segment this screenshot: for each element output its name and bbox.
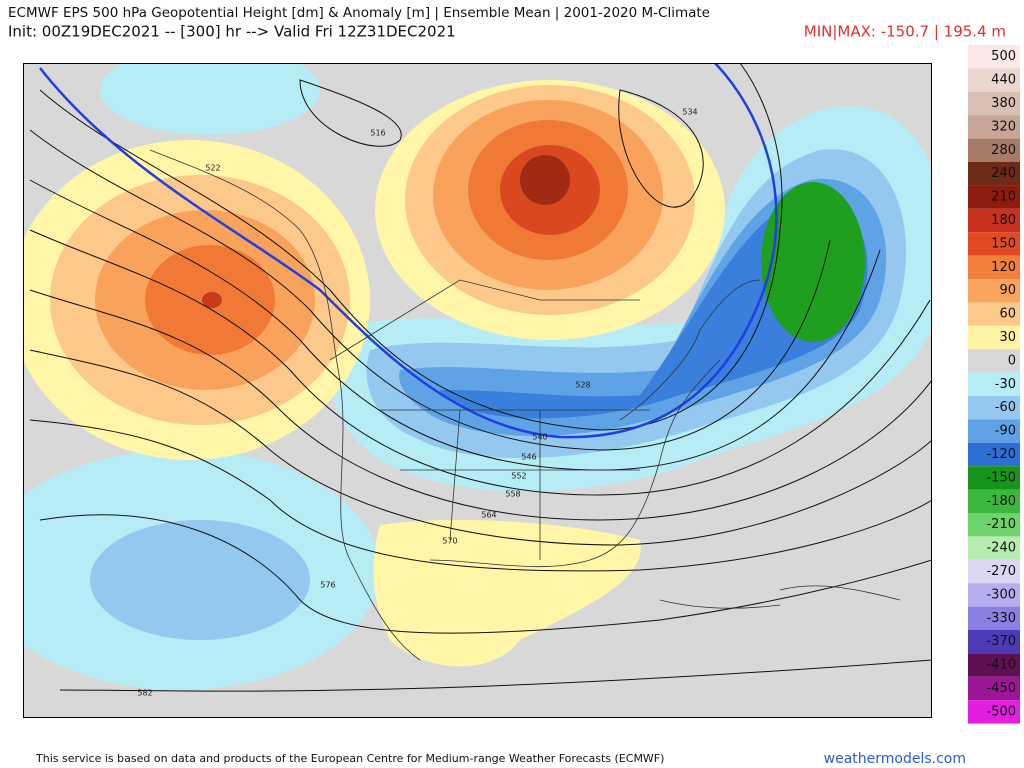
colorbar-swatch xyxy=(968,279,1020,303)
colorbar-label: 30 xyxy=(999,330,1016,345)
colorbar-swatch xyxy=(968,45,1020,69)
colorbar: 500 440 380 320 280 240 210 180 150 120 90 60 30 0 -30… xyxy=(968,45,1020,724)
colorbar-label: 60 xyxy=(999,307,1016,322)
colorbar-label: 210 xyxy=(991,190,1016,205)
contour-label: 534 xyxy=(682,108,697,117)
colorbar-label: -270 xyxy=(986,564,1016,579)
colorbar-swatch xyxy=(968,489,1020,513)
colorbar-label: 0 xyxy=(1008,353,1016,368)
colorbar-label: 440 xyxy=(991,73,1016,88)
contour-label: 552 xyxy=(511,472,526,481)
colorbar-label: -60 xyxy=(995,400,1016,415)
colorbar-swatch xyxy=(968,185,1020,209)
init-line: Init: 00Z19DEC2021 -- [300] hr --> Valid… xyxy=(8,23,456,41)
colorbar-swatch xyxy=(968,302,1020,326)
colorbar-swatch xyxy=(968,208,1020,233)
colorbar-swatch xyxy=(968,513,1020,537)
colorbar-label: -410 xyxy=(986,658,1016,673)
min-max: MIN|MAX: -150.7 | 195.4 m xyxy=(804,23,1006,41)
colorbar-swatch xyxy=(968,583,1020,607)
colorbar-label: 500 xyxy=(991,49,1016,64)
contour-label: 546 xyxy=(521,453,536,462)
colorbar-label: 180 xyxy=(991,213,1016,228)
contour-label: 528 xyxy=(575,381,590,390)
colorbar-label: -30 xyxy=(995,377,1016,392)
colorbar-label: -180 xyxy=(986,494,1016,509)
colorbar-swatch xyxy=(968,325,1020,350)
colorbar-swatch xyxy=(968,442,1020,467)
colorbar-label: 380 xyxy=(991,96,1016,111)
colorbar-label: -370 xyxy=(986,634,1016,649)
contour-label: 570 xyxy=(442,537,457,546)
colorbar-label: 150 xyxy=(991,236,1016,251)
colorbar-label: -450 xyxy=(986,681,1016,696)
colorbar-label: -120 xyxy=(986,447,1016,462)
colorbar-label: -240 xyxy=(986,541,1016,556)
colorbar-label: -300 xyxy=(986,587,1016,602)
contour-label: 540 xyxy=(532,433,547,442)
colorbar-swatch xyxy=(968,630,1020,654)
colorbar-swatch xyxy=(968,255,1020,279)
contour-label: 516 xyxy=(370,129,385,138)
contour-label: 576 xyxy=(320,581,335,590)
colorbar-swatch xyxy=(968,559,1020,584)
colorbar-swatch xyxy=(968,676,1020,701)
contour-label: 564 xyxy=(481,511,496,520)
colorbar-label: 90 xyxy=(999,283,1016,298)
colorbar-swatch xyxy=(968,700,1020,724)
colorbar-label: 240 xyxy=(991,166,1016,181)
colorbar-swatch xyxy=(968,138,1020,162)
colorbar-swatch xyxy=(968,653,1020,677)
site-link[interactable]: weathermodels.com xyxy=(824,751,966,767)
colorbar-swatch xyxy=(968,372,1020,396)
colorbar-label: -90 xyxy=(995,424,1016,439)
colorbar-swatch xyxy=(968,466,1020,490)
colorbar-label: 320 xyxy=(991,119,1016,134)
contour-label: 522 xyxy=(205,164,220,173)
colorbar-label: -500 xyxy=(986,704,1016,719)
contour-label: 558 xyxy=(505,490,520,499)
credit: This service is based on data and produc… xyxy=(35,752,664,765)
colorbar-swatch xyxy=(968,419,1020,443)
colorbar-label: 120 xyxy=(991,260,1016,275)
colorbar-label: -210 xyxy=(986,517,1016,532)
colorbar-label: 280 xyxy=(991,143,1016,158)
colorbar-swatch xyxy=(968,115,1020,139)
colorbar-swatch xyxy=(968,162,1020,186)
title: ECMWF EPS 500 hPa Geopotential Height [d… xyxy=(8,5,710,21)
colorbar-label: -330 xyxy=(986,611,1016,626)
contour-label: 582 xyxy=(137,689,152,698)
colorbar-swatch xyxy=(968,91,1020,116)
colorbar-swatch xyxy=(968,232,1020,256)
colorbar-swatch xyxy=(968,68,1020,92)
map: 516 522 528 534 540 546 552 558 564 570 576 582 xyxy=(23,63,932,718)
colorbar-swatch xyxy=(968,606,1020,630)
colorbar-label: -150 xyxy=(986,470,1016,485)
colorbar-swatch xyxy=(968,536,1020,560)
colorbar-swatch xyxy=(968,396,1020,420)
colorbar-swatch xyxy=(968,349,1020,373)
